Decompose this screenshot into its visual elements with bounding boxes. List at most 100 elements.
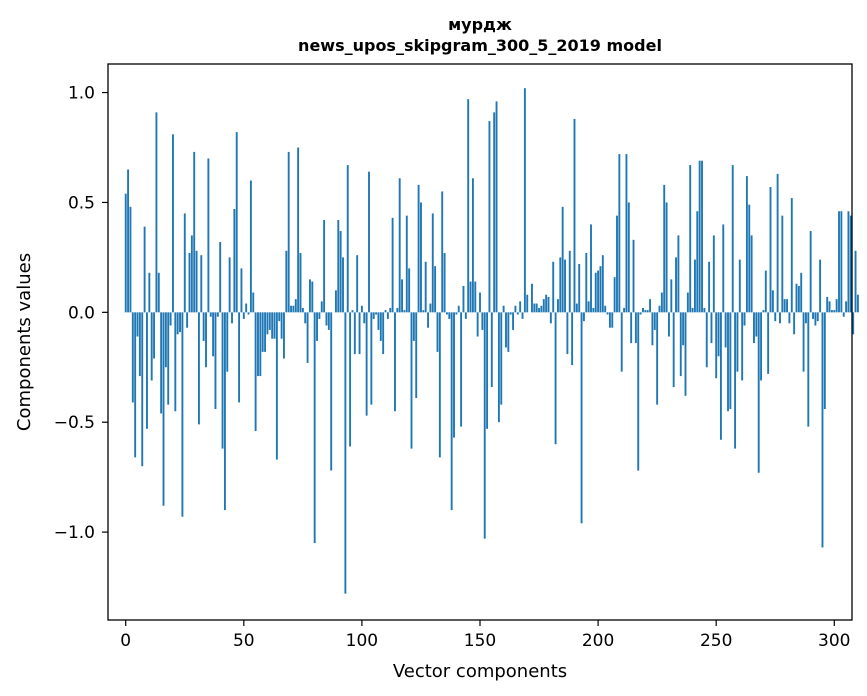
- x-axis-label: Vector components: [393, 661, 567, 682]
- bar-92: [342, 257, 344, 313]
- bar-36: [209, 312, 212, 317]
- chart-title: мурдж: [448, 15, 512, 34]
- bar-177: [542, 299, 545, 313]
- bar-49: [240, 268, 243, 313]
- bar-250: [715, 312, 718, 379]
- bar-269: [760, 312, 763, 381]
- x-tick-label: 300: [818, 631, 850, 651]
- bar-33: [202, 312, 205, 341]
- bar-27: [188, 253, 191, 313]
- bar-41: [221, 312, 224, 449]
- bar-45: [231, 312, 233, 324]
- bar-32: [200, 255, 203, 313]
- bar-28: [190, 235, 193, 313]
- bar-3: [131, 312, 134, 403]
- bar-261: [741, 312, 744, 381]
- bar-244: [701, 160, 703, 313]
- bar-185: [561, 206, 564, 313]
- bar-26: [186, 312, 189, 328]
- bar-8: [143, 226, 146, 313]
- bar-79: [311, 281, 314, 313]
- bar-40: [219, 242, 222, 313]
- bar-75: [301, 307, 304, 313]
- bar-165: [514, 305, 517, 313]
- bar-126: [422, 310, 425, 313]
- bar-133: [438, 312, 441, 458]
- bar-291: [812, 312, 814, 319]
- bar-115: [396, 307, 399, 313]
- bar-15: [160, 312, 163, 414]
- bar-119: [405, 215, 408, 313]
- bar-184: [559, 257, 562, 313]
- bar-189: [571, 312, 574, 366]
- bar-24: [181, 312, 184, 517]
- bar-104: [370, 312, 373, 405]
- bar-285: [797, 285, 800, 313]
- bar-37: [212, 312, 215, 357]
- y-tick-label: −1.0: [54, 523, 95, 543]
- bar-97: [353, 312, 356, 355]
- bar-251: [717, 312, 720, 357]
- bar-5: [136, 312, 139, 337]
- bar-111: [386, 312, 389, 319]
- bar-124: [417, 184, 420, 313]
- bar-247: [708, 261, 711, 313]
- bar-300: [833, 310, 836, 313]
- bar-263: [745, 176, 748, 313]
- bar-58: [261, 312, 264, 352]
- bar-73: [297, 147, 300, 313]
- bar-252: [719, 312, 722, 440]
- bar-209: [618, 154, 621, 313]
- bar-271: [764, 270, 767, 313]
- bar-130: [431, 213, 434, 313]
- bar-65: [278, 312, 281, 322]
- bar-95: [349, 312, 352, 447]
- bar-122: [412, 312, 415, 341]
- bar-146: [469, 281, 472, 313]
- bar-203: [604, 305, 607, 313]
- bar-31: [197, 312, 200, 425]
- bar-56: [257, 312, 259, 377]
- bar-69: [287, 151, 290, 313]
- bar-242: [696, 211, 699, 313]
- bar-62: [271, 312, 274, 339]
- bar-48: [238, 312, 241, 403]
- bar-275: [774, 312, 777, 322]
- bar-94: [346, 165, 349, 313]
- bar-101: [363, 312, 366, 324]
- y-axis-label: Components values: [14, 253, 35, 431]
- x-tick-label: 250: [700, 631, 732, 651]
- bar-297: [826, 296, 829, 313]
- bar-129: [429, 303, 432, 313]
- bar-270: [762, 310, 765, 313]
- bar-112: [389, 307, 392, 313]
- bar-257: [731, 165, 734, 313]
- bar-25: [183, 213, 186, 313]
- bar-51: [245, 303, 248, 313]
- bar-17: [164, 312, 167, 368]
- bar-286: [800, 272, 803, 313]
- bar-147: [471, 178, 474, 313]
- bar-228: [663, 184, 666, 313]
- bar-159: [500, 312, 503, 405]
- bar-196: [587, 301, 590, 313]
- bar-4: [134, 312, 137, 458]
- bar-178: [545, 294, 548, 313]
- bar-53: [249, 180, 252, 313]
- bar-70: [290, 305, 292, 313]
- bar-277: [779, 312, 781, 324]
- bar-310: [856, 294, 859, 313]
- bar-71: [292, 305, 295, 313]
- bar-107: [377, 312, 380, 330]
- bar-149: [476, 312, 479, 337]
- bar-280: [786, 299, 788, 313]
- bar-110: [384, 310, 387, 313]
- y-tick-label: 0.5: [68, 193, 95, 213]
- bar-98: [356, 255, 359, 313]
- bar-143: [462, 285, 465, 313]
- bar-16: [162, 312, 165, 506]
- bar-298: [828, 301, 831, 313]
- bar-168: [521, 312, 524, 319]
- bar-128: [427, 312, 429, 328]
- bar-215: [632, 239, 635, 313]
